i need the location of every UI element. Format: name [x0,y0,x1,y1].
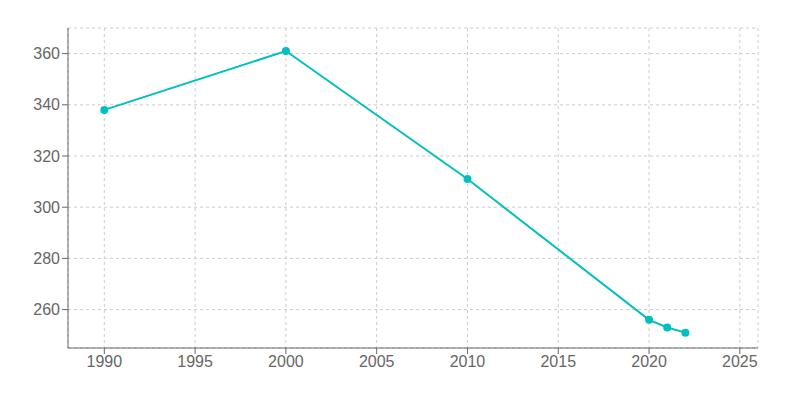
svg-text:2005: 2005 [359,353,395,370]
svg-text:2020: 2020 [631,353,667,370]
svg-text:2015: 2015 [540,353,576,370]
svg-text:300: 300 [33,199,60,216]
svg-text:260: 260 [33,301,60,318]
svg-text:1990: 1990 [87,353,123,370]
svg-text:2025: 2025 [722,353,758,370]
svg-text:1995: 1995 [177,353,213,370]
svg-text:340: 340 [33,96,60,113]
svg-text:360: 360 [33,45,60,62]
svg-text:320: 320 [33,148,60,165]
svg-text:2010: 2010 [450,353,486,370]
svg-text:280: 280 [33,250,60,267]
svg-text:2000: 2000 [268,353,304,370]
